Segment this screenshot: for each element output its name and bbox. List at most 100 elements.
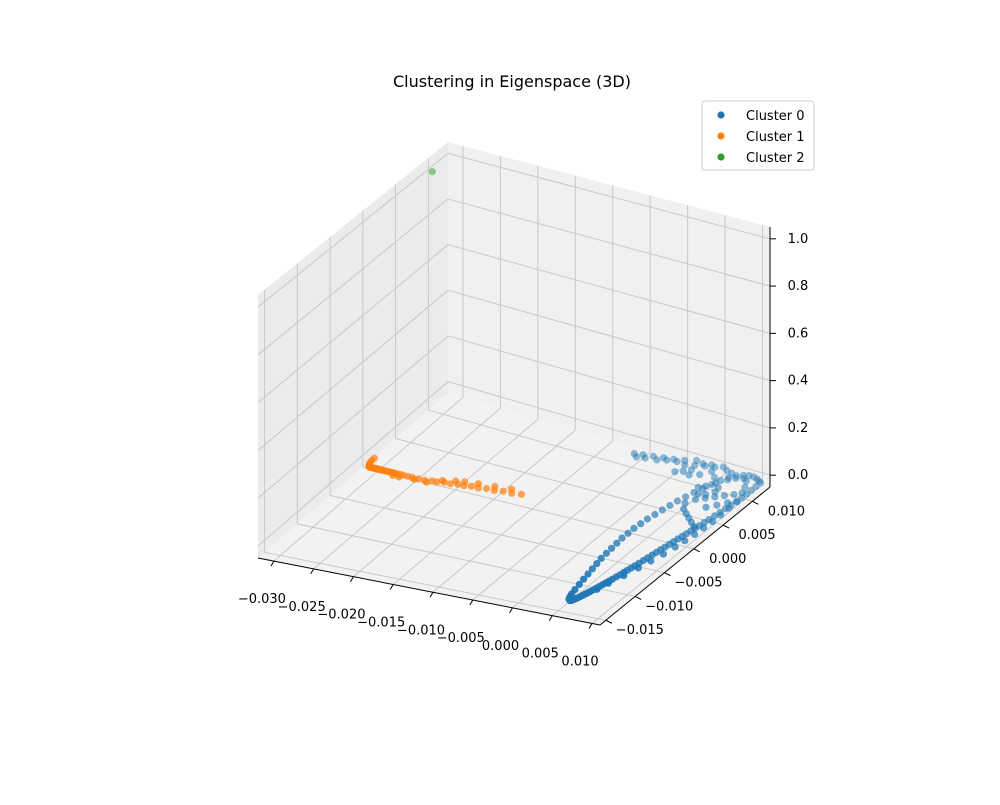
data-point — [593, 560, 601, 568]
data-point — [694, 483, 702, 491]
data-point — [708, 467, 716, 475]
chart-title: Clustering in Eigenspace (3D) — [393, 72, 631, 91]
legend: Cluster 0 Cluster 1 Cluster 2 — [701, 100, 815, 171]
x-tick-label: −0.025 — [278, 600, 326, 615]
grid-line-z — [257, 153, 449, 308]
data-point — [643, 515, 652, 523]
x-tick-label: −0.015 — [357, 615, 405, 630]
data-point — [702, 490, 710, 498]
grid-lines — [257, 145, 771, 624]
data-point — [634, 564, 642, 572]
y-tick-label: −0.005 — [674, 576, 722, 591]
series-group — [565, 450, 765, 605]
legend-label: Cluster 1 — [746, 130, 805, 145]
grid-line-x — [432, 440, 614, 593]
data-point — [499, 487, 507, 495]
legend-marker — [717, 111, 725, 119]
data-point — [701, 462, 709, 470]
grid-line-z — [257, 335, 449, 499]
data-point — [755, 477, 763, 485]
data-point — [597, 554, 605, 563]
data-point — [710, 473, 719, 481]
y-tick-mark — [722, 524, 730, 529]
legend-label: Cluster 0 — [746, 109, 805, 124]
data-point — [719, 463, 727, 471]
grid-line-x — [353, 418, 539, 578]
data-point — [713, 501, 721, 509]
y-tick-label: 0.005 — [738, 528, 775, 543]
data-point — [711, 512, 719, 520]
data-point — [461, 478, 469, 486]
data-point — [491, 482, 499, 490]
data-point — [681, 537, 689, 545]
data-point — [639, 451, 647, 459]
data-point — [658, 506, 667, 514]
data-point — [693, 456, 701, 465]
data-point — [482, 484, 491, 493]
y-tick-mark — [752, 500, 759, 505]
x-tick-mark — [548, 615, 553, 621]
data-point — [700, 524, 708, 532]
data-point — [733, 498, 741, 506]
data-point — [670, 455, 678, 463]
data-point — [724, 499, 732, 507]
z-tick-label: 0.8 — [788, 279, 809, 294]
data-point — [571, 586, 579, 594]
grid-line-x — [273, 396, 464, 562]
legend-box — [701, 100, 815, 171]
data-point — [663, 456, 671, 464]
data-point — [608, 544, 616, 552]
data-point — [467, 482, 475, 490]
data-point — [724, 476, 732, 484]
grid-line-x — [313, 407, 501, 570]
data-point — [757, 479, 765, 487]
data-point — [691, 530, 699, 539]
data-point — [738, 489, 746, 497]
data-point — [739, 471, 748, 479]
back-pane — [448, 142, 770, 487]
data-point — [679, 467, 688, 475]
z-tick-label: 0.2 — [788, 421, 809, 436]
grid-line-z — [447, 335, 771, 429]
data-point — [681, 499, 689, 507]
data-point — [604, 579, 613, 587]
data-point — [699, 460, 707, 468]
z-tick-label: 0.6 — [788, 326, 809, 341]
grid-line-z — [447, 152, 771, 240]
x-tick-mark — [469, 599, 474, 606]
x-tick-mark — [350, 576, 354, 582]
grid-line-z — [447, 244, 771, 334]
data-point — [694, 490, 703, 498]
data-point — [720, 492, 729, 500]
data-point — [588, 565, 597, 573]
legend-marker — [717, 153, 725, 161]
x-tick-mark — [270, 560, 275, 567]
data-point — [725, 504, 733, 512]
data-point — [649, 452, 657, 460]
data-point — [602, 549, 611, 557]
data-point — [753, 475, 761, 483]
data-point — [624, 529, 632, 537]
data-point — [630, 450, 638, 458]
grid-line-z — [447, 381, 771, 476]
x-tick-label: −0.010 — [397, 623, 445, 638]
data-point — [681, 456, 689, 464]
left-pane — [258, 142, 448, 558]
x-tick-mark — [389, 584, 394, 590]
x-tick-label: −0.020 — [317, 608, 365, 623]
grid-line-y — [264, 551, 606, 621]
data-point — [584, 570, 592, 578]
axis-lines — [257, 227, 771, 626]
data-point — [752, 482, 760, 491]
grid-line-x — [472, 451, 651, 601]
data-point — [717, 511, 725, 519]
grid-line-z — [447, 198, 771, 287]
data-point — [702, 503, 710, 511]
grid-line-x — [591, 484, 763, 624]
data-point — [508, 485, 516, 493]
grid-line-z — [257, 198, 449, 356]
series-group — [428, 168, 436, 176]
legend-marker — [717, 132, 725, 140]
data-point — [741, 483, 749, 491]
